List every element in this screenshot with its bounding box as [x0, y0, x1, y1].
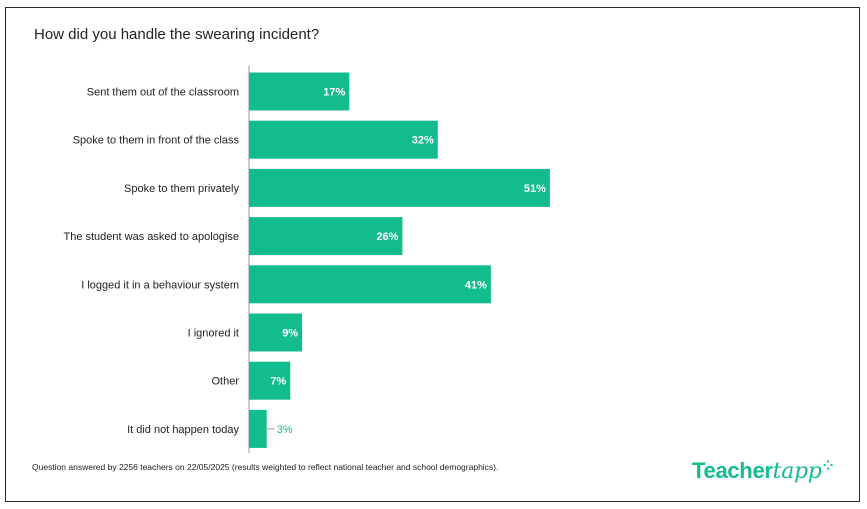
data-label: 17%	[323, 87, 345, 99]
category-label: I ignored it	[188, 328, 239, 340]
spark-icon: ⁘	[822, 458, 834, 473]
bar	[249, 361, 291, 400]
category-label: The student was asked to apologise	[63, 231, 239, 243]
chart-frame	[5, 7, 860, 502]
chart-title: How did you handle the swearing incident…	[34, 26, 320, 43]
bar	[249, 72, 350, 111]
category-label: It did not happen today	[127, 424, 239, 436]
category-label: Spoke to them in front of the class	[73, 135, 240, 147]
bar	[249, 313, 303, 352]
bar	[249, 265, 491, 304]
teachertapp-logo: Teachertapp⁘	[692, 458, 833, 484]
bar	[249, 409, 267, 448]
data-label: 41%	[465, 279, 487, 291]
data-label: 3%	[277, 424, 293, 436]
category-label: Spoke to them privately	[124, 183, 239, 195]
bar	[249, 217, 403, 256]
logo-text-teacher: Teacher	[692, 458, 773, 483]
category-label: I logged it in a behaviour system	[81, 279, 239, 291]
data-label: 7%	[270, 376, 286, 388]
category-label: Sent them out of the classroom	[87, 87, 239, 99]
data-label: 26%	[376, 231, 398, 243]
bar	[249, 120, 438, 159]
footnote: Question answered by 2256 teachers on 22…	[32, 462, 499, 472]
data-label: 9%	[282, 328, 298, 340]
logo-text-tapp: tapp	[772, 459, 822, 484]
bar	[249, 168, 550, 207]
data-label: 51%	[524, 183, 546, 195]
data-label: 32%	[412, 135, 434, 147]
category-label: Other	[211, 376, 239, 388]
